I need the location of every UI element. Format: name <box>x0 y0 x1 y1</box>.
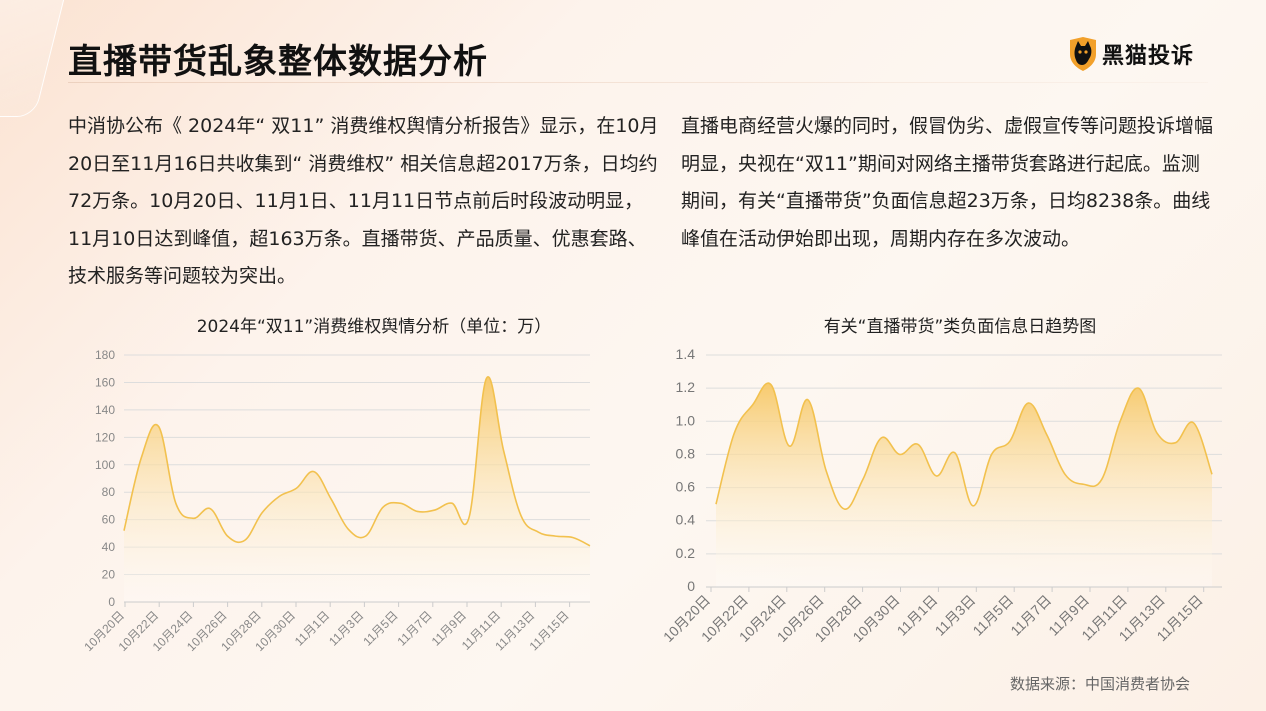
logo: 黑猫投诉 <box>1068 37 1194 71</box>
y-tick-label: 20 <box>102 568 116 582</box>
y-tick-label: 0.4 <box>676 512 696 528</box>
y-tick-label: 160 <box>95 375 115 389</box>
x-tick-label: 11月7日 <box>1007 592 1054 639</box>
y-tick-label: 0 <box>687 578 695 594</box>
y-tick-label: 1.4 <box>676 346 696 362</box>
y-tick-label: 80 <box>102 485 116 499</box>
logo-text: 黑猫投诉 <box>1102 44 1195 69</box>
x-tick-label: 11月1日 <box>894 592 941 639</box>
y-tick-label: 0.8 <box>676 445 696 461</box>
y-tick-label: 120 <box>95 430 115 444</box>
series-line <box>715 382 1213 510</box>
y-tick-label: 40 <box>102 540 116 554</box>
y-tick-label: 140 <box>95 403 115 417</box>
y-tick-label: 1.0 <box>676 412 696 428</box>
y-tick-label: 60 <box>102 513 116 527</box>
chart-right-title: 有关“直播带货”类负面信息日趋势图 <box>823 317 1097 337</box>
y-tick-label: 0.6 <box>676 479 696 495</box>
series-area <box>716 383 1212 587</box>
y-tick-label: 0 <box>108 595 115 609</box>
y-tick-label: 180 <box>95 348 115 362</box>
y-tick-label: 100 <box>95 458 115 472</box>
y-tick-label: 0.2 <box>676 545 696 561</box>
paragraph-right: 直播电商经营火爆的同时，假冒伪劣、虚假宣传等问题投诉增幅明显，央视在“双11”期… <box>681 115 1214 250</box>
y-tick-label: 1.2 <box>676 379 696 395</box>
paragraph-left: 中消协公布《 2024年“ 双11” 消费维权舆情分析报告》显示，在10月20日… <box>68 115 659 287</box>
chart-left-title: 2024年“双11”消费维权舆情分析（单位：万） <box>196 317 552 337</box>
x-tick-label: 11月5日 <box>969 592 1016 639</box>
data-source: 数据来源：中国消费者协会 <box>1010 675 1191 693</box>
title-divider <box>68 82 1208 83</box>
x-tick-label: 11月3日 <box>932 592 979 639</box>
series-line <box>123 376 591 547</box>
black-cat-shield-icon <box>1070 37 1096 71</box>
page-title: 直播带货乱象整体数据分析 <box>68 42 488 82</box>
series-area <box>124 376 590 602</box>
